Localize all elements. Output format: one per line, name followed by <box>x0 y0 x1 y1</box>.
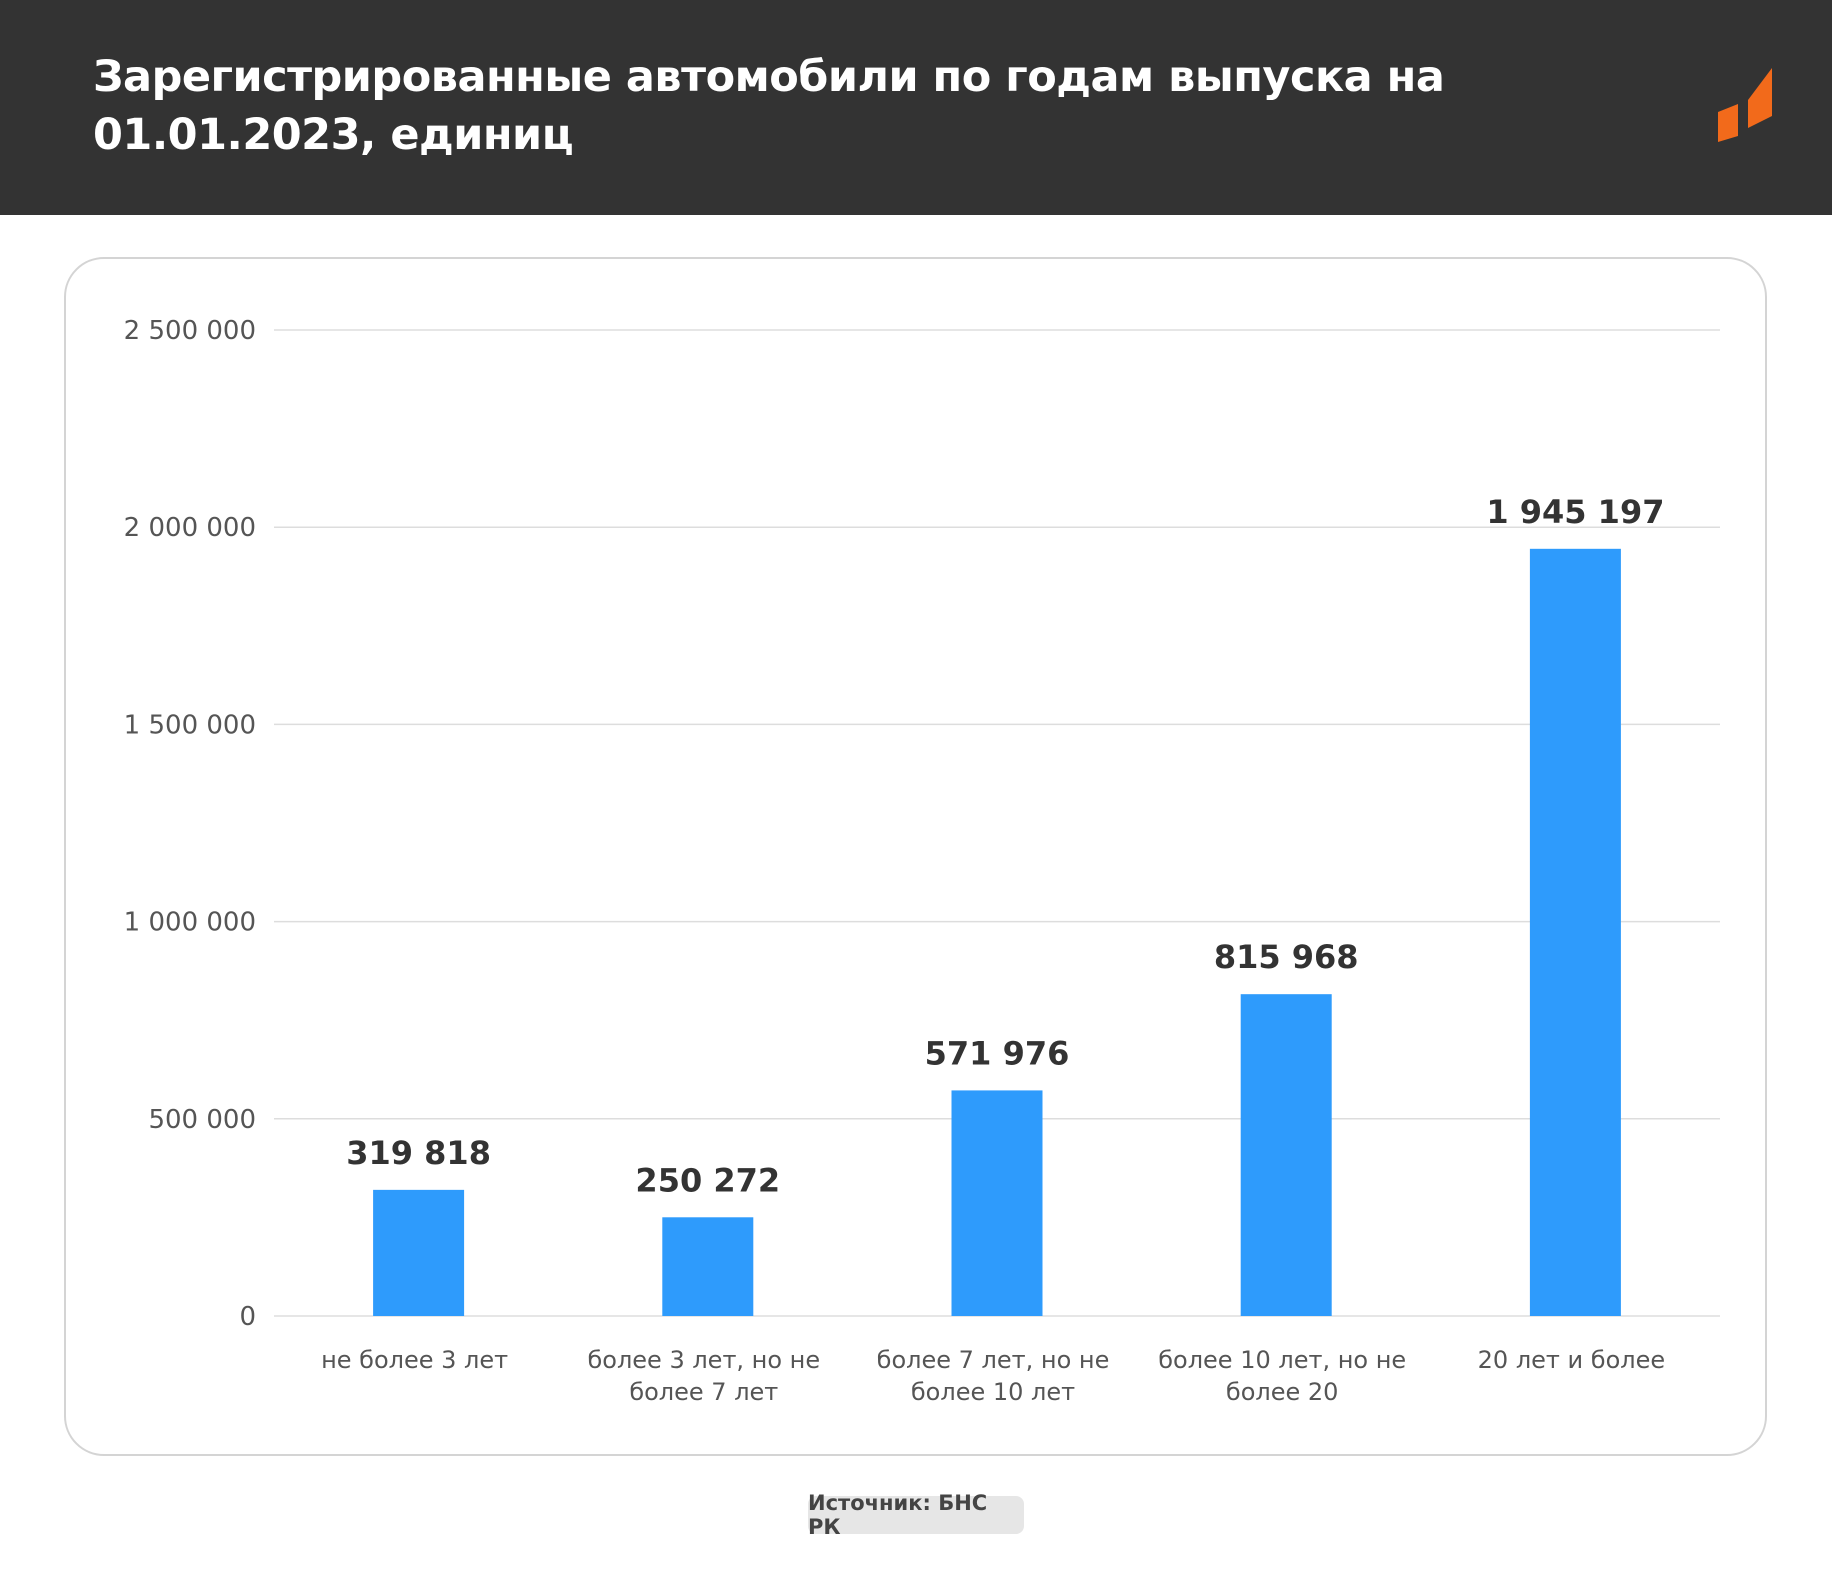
y-tick-label: 500 000 <box>148 1105 256 1135</box>
x-tick-label: более 20 <box>1226 1378 1339 1406</box>
source-label: Источник: БНС РК <box>808 1491 1024 1539</box>
x-tick-label: 20 лет и более <box>1478 1346 1665 1374</box>
x-tick-label: не более 3 лет <box>321 1346 508 1374</box>
y-tick-label: 0 <box>239 1302 256 1332</box>
logo-small-bar <box>1718 104 1738 142</box>
x-tick-label: более 10 лет, но не <box>1158 1346 1406 1374</box>
y-tick-label: 2 000 000 <box>124 513 256 543</box>
bar <box>951 1090 1043 1316</box>
bar <box>1529 548 1621 1316</box>
x-tick-label: более 7 лет, но не <box>877 1346 1110 1374</box>
data-label: 250 272 <box>635 1161 780 1199</box>
data-label: 815 968 <box>1214 938 1359 976</box>
data-label: 571 976 <box>925 1034 1070 1072</box>
x-tick-label: более 3 лет, но не <box>587 1346 820 1374</box>
bar-chart: 0 500 000 1 000 000 1 500 000 2 000 000 2 500… <box>124 316 1720 1406</box>
x-tick-label: более 10 лет <box>911 1378 1075 1406</box>
data-label: 319 818 <box>346 1134 491 1172</box>
logo-icon <box>1718 68 1772 142</box>
bar <box>1240 994 1332 1316</box>
chart-card: 0 500 000 1 000 000 1 500 000 2 000 000 2 500… <box>64 257 1767 1456</box>
logo-tall-bar <box>1748 68 1772 128</box>
y-tick-label: 1 500 000 <box>124 710 256 740</box>
data-label: 1 945 197 <box>1486 493 1664 531</box>
bar <box>373 1189 465 1316</box>
y-tick-label: 1 000 000 <box>124 908 256 938</box>
y-tick-label: 2 500 000 <box>124 316 256 346</box>
page-title: Зарегистрированные автомобили по годам в… <box>93 52 1445 160</box>
x-tick-label: более 7 лет <box>629 1378 778 1406</box>
header-bar: Зарегистрированные автомобили по годам в… <box>0 0 1832 215</box>
bar <box>662 1217 754 1316</box>
